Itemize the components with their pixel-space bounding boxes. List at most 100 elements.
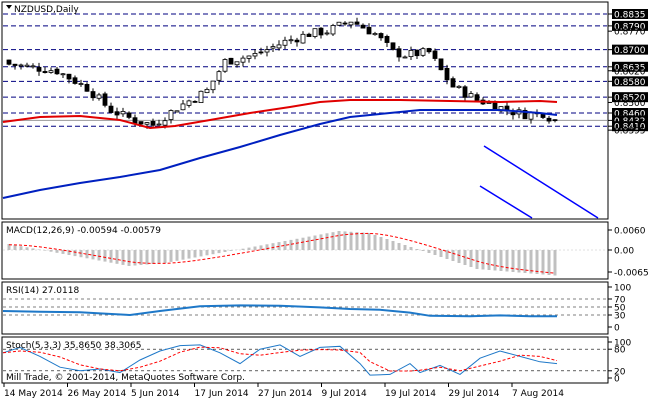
candle-body	[301, 34, 305, 43]
macd-axis-label-1: 0.00	[614, 247, 634, 257]
candle-body	[247, 56, 251, 58]
copyright-text: Mill Trade, © 2001-2014, MetaQuotes Soft…	[6, 373, 245, 383]
time-label-6: 19 Jul 2014	[385, 389, 436, 399]
macd-bar	[254, 247, 257, 251]
candle-body	[235, 62, 239, 65]
candle-body	[409, 50, 413, 56]
stoch-axis-label-1: 80	[614, 346, 626, 356]
stoch-axis-label-3: 0	[614, 375, 620, 385]
candle-body	[133, 118, 137, 123]
price-label-2: 0.8770	[614, 28, 646, 38]
candle-body	[229, 58, 233, 64]
candle-body	[139, 122, 143, 124]
candle-body	[241, 58, 245, 62]
macd-bar	[38, 250, 41, 251]
macd-bar	[50, 250, 53, 252]
macd-bar	[368, 233, 371, 250]
macd-bar	[536, 250, 539, 274]
macd-bar	[56, 250, 59, 253]
candle-body	[109, 106, 113, 112]
price-tag-0: 0.8835	[614, 11, 646, 21]
candle-body	[511, 113, 515, 115]
macd-axis-label-0: 0.0060	[614, 227, 646, 237]
macd-bar	[530, 250, 533, 274]
time-label-2: 5 Jun 2014	[131, 389, 180, 399]
macd-bar	[74, 250, 77, 256]
candle-body	[295, 40, 299, 42]
candle-body	[403, 57, 407, 58]
candle-body	[151, 121, 155, 125]
candle-body	[349, 22, 353, 25]
candle-body	[307, 34, 311, 36]
price-label-8: 0.8500	[614, 99, 646, 109]
price-label-5: 0.8620	[614, 67, 646, 77]
candle-body	[337, 22, 341, 25]
candle-body	[163, 121, 167, 125]
macd-bar	[362, 233, 365, 250]
candle-body	[469, 94, 473, 97]
macd-bar	[44, 250, 47, 251]
price-tag-3: 0.8700	[614, 46, 646, 56]
candle-body	[451, 79, 455, 87]
candle-body	[439, 59, 443, 70]
candle-body	[427, 48, 431, 51]
macd-bar	[218, 250, 221, 253]
candle-body	[175, 111, 179, 112]
candle-body	[187, 101, 191, 105]
time-label-1: 26 May 2014	[68, 389, 127, 399]
macd-bar	[386, 239, 389, 250]
macd-bar	[398, 243, 401, 250]
candle-body	[169, 111, 173, 120]
macd-bar	[200, 250, 203, 256]
candle-body	[319, 28, 323, 35]
macd-bar	[422, 250, 425, 251]
macd-bar	[248, 248, 251, 250]
macd-bar	[182, 250, 185, 260]
time-label-7: 29 Jul 2014	[449, 389, 500, 399]
macd-bar	[542, 250, 545, 275]
macd-bar	[308, 237, 311, 250]
candle-body	[49, 71, 53, 73]
macd-bar	[290, 240, 293, 250]
rsi-axis-label-4: 0	[614, 324, 620, 334]
macd-bar	[170, 250, 173, 262]
candle-body	[199, 91, 203, 102]
macd-bar	[134, 250, 137, 266]
macd-bar	[176, 250, 179, 261]
macd-bar	[356, 232, 359, 250]
candle-body	[379, 33, 383, 37]
macd-axis-label-2: -0.0065	[614, 269, 649, 279]
candle-body	[25, 65, 29, 66]
candle-body	[79, 84, 83, 85]
rsi-axis-label-0: 100	[614, 284, 631, 294]
time-label-3: 17 Jun 2014	[195, 389, 249, 399]
macd-bar	[110, 250, 113, 263]
macd-bar	[158, 250, 161, 264]
candle-body	[259, 52, 263, 53]
candle-body	[397, 49, 401, 57]
macd-bar	[302, 238, 305, 250]
candle-body	[43, 71, 47, 72]
rsi-pane[interactable]	[2, 282, 608, 334]
macd-bar	[434, 250, 437, 255]
macd-bar	[116, 250, 119, 264]
macd-bar	[320, 234, 323, 250]
time-label-8: 7 Aug 2014	[512, 389, 564, 399]
macd-bar	[380, 237, 383, 250]
macd-bar	[374, 235, 377, 250]
candle-body	[529, 113, 533, 119]
candle-body	[493, 103, 497, 110]
candle-body	[55, 69, 59, 74]
candle-body	[289, 40, 293, 41]
candle-body	[271, 47, 275, 49]
time-label-5: 9 Jul 2014	[322, 389, 367, 399]
candle-body	[37, 67, 41, 71]
rsi-axis-label-3: 30	[614, 312, 626, 322]
candle-body	[373, 33, 377, 34]
rsi-label: RSI(14) 27.0118	[6, 286, 79, 296]
candle-body	[223, 60, 227, 72]
macd-bar	[224, 250, 227, 252]
